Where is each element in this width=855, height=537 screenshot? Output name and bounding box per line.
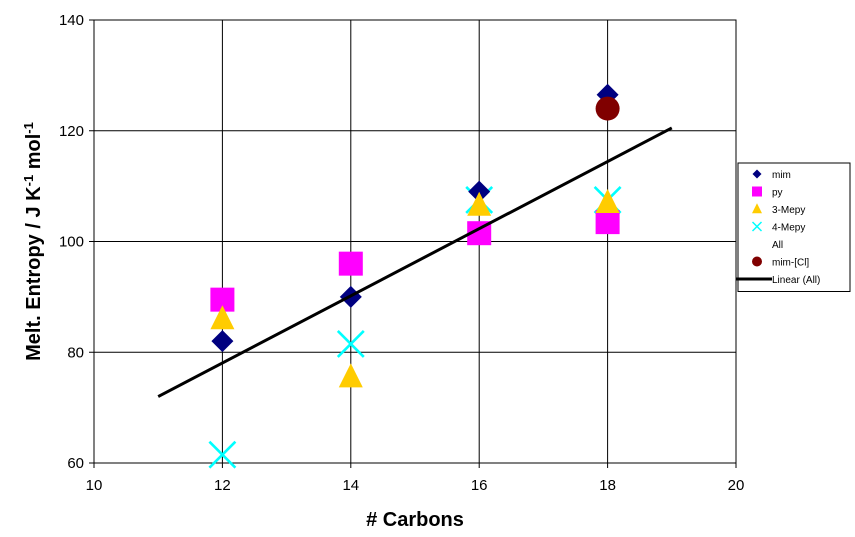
- point-4-mepy-0-stroke-b: [208, 440, 237, 469]
- point-py-1: [338, 251, 363, 276]
- point-3-mepy-1: [338, 363, 363, 388]
- axis-ticks: 10 12 14 16 18 20 60 80 100 120 140: [59, 12, 744, 494]
- legend-swatch-4-mepy: [751, 221, 763, 232]
- x-axis-title: # Carbons: [366, 509, 464, 531]
- point-3-mepy-0: [210, 305, 235, 330]
- x-tick-label: 20: [728, 477, 745, 494]
- legend-swatch-mim: [752, 169, 762, 179]
- legend: mim py 3-Mepy 4-Mepy All mim-[Cl] Linear (All): [736, 162, 851, 292]
- point-mim-2: [468, 180, 491, 203]
- y-tick-label: 60: [67, 455, 84, 472]
- legend-swatch-mim-cl-: [752, 256, 762, 267]
- data-marks: [157, 83, 673, 469]
- y-axis-title-mid: mol: [23, 134, 45, 175]
- x-tick-label: 14: [342, 477, 359, 494]
- legend-label-py: py: [772, 188, 783, 199]
- legend-label-linear-all-: Linear (All): [772, 275, 820, 286]
- y-axis-title: Melt. Entropy / J K-1 mol-1: [21, 122, 46, 361]
- legend-label-3-mepy: 3-Mepy: [772, 205, 805, 216]
- y-axis-title-exponent-2: -1: [21, 122, 36, 134]
- legend-swatch-4-mepy-stroke-b: [751, 221, 763, 232]
- point-py-3: [595, 210, 620, 235]
- x-tick-label: 16: [471, 477, 488, 494]
- grid-lines: [94, 20, 736, 463]
- point-3-mepy-3: [595, 188, 620, 213]
- point-3-mepy-2: [467, 191, 492, 216]
- x-tick-label: 12: [214, 477, 231, 494]
- legend-label-4-mepy: 4-Mepy: [772, 223, 805, 234]
- y-axis-title-main: Melt. Entropy / J K: [23, 186, 45, 361]
- legend-swatch-py: [752, 186, 762, 197]
- legend-label-all: All: [772, 240, 783, 251]
- point-4-mepy-1: [336, 330, 365, 358]
- x-tick-label: 10: [86, 477, 103, 494]
- y-tick-label: 140: [59, 12, 84, 29]
- y-tick-label: 100: [59, 234, 84, 251]
- legend-label-mim-cl-: mim-[Cl]: [772, 258, 809, 269]
- legend-swatch-3-mepy: [752, 203, 762, 214]
- point-mim-cl--0: [595, 96, 620, 121]
- y-tick-label: 80: [67, 344, 84, 361]
- x-tick-label: 18: [599, 477, 616, 494]
- point-4-mepy-1-stroke-b: [336, 330, 365, 358]
- y-tick-label: 120: [59, 123, 84, 140]
- point-4-mepy-0: [208, 440, 237, 469]
- point-mim-0: [211, 330, 234, 353]
- trendline-linear-all: [157, 126, 673, 398]
- legend-label-mim: mim: [772, 170, 791, 181]
- y-axis-title-exponent-1: -1: [21, 175, 36, 187]
